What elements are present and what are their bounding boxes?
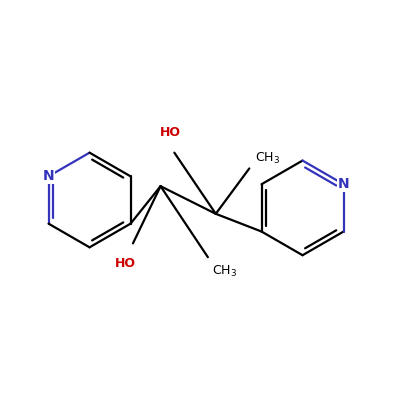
Text: HO: HO bbox=[160, 126, 181, 139]
Text: N: N bbox=[338, 177, 349, 191]
Text: N: N bbox=[43, 169, 54, 183]
Text: CH$_3$: CH$_3$ bbox=[212, 264, 237, 279]
Text: HO: HO bbox=[114, 257, 136, 270]
Text: CH$_3$: CH$_3$ bbox=[255, 151, 280, 166]
